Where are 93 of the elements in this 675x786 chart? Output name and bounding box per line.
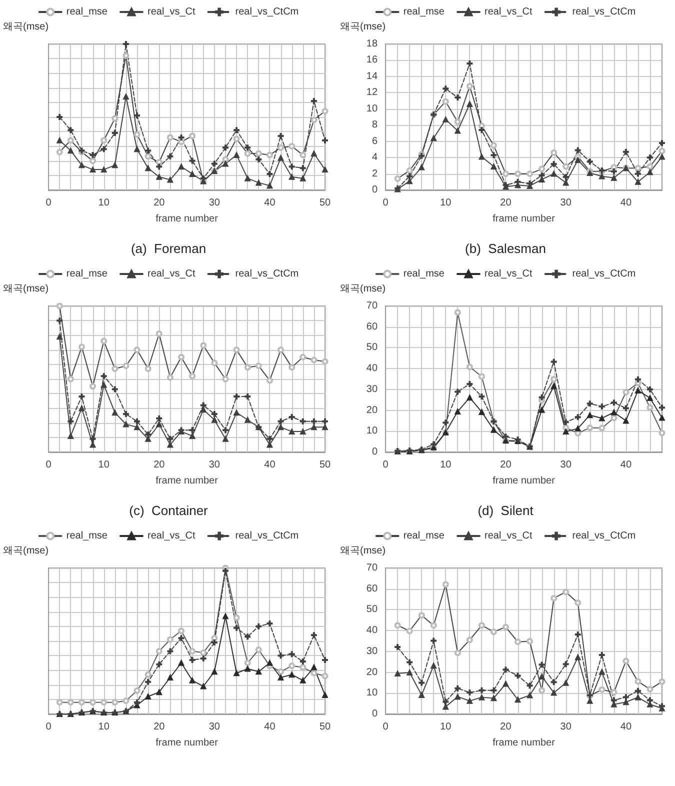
x-tick-label: 40 bbox=[264, 460, 276, 470]
x-tick-label: 10 bbox=[440, 198, 452, 208]
y-tick-label: 0 bbox=[372, 184, 378, 196]
y-tick-label: 60 bbox=[366, 583, 378, 594]
y-tick-label: 12 bbox=[366, 87, 378, 98]
y-tick-label: 50 bbox=[366, 604, 378, 616]
legend-label: real_mse bbox=[66, 268, 108, 280]
y-axis-title: 왜곡(mse) bbox=[2, 546, 49, 556]
x-axis-title: frame number bbox=[156, 214, 219, 224]
legend-label: real_vs_CtCm bbox=[235, 268, 299, 280]
x-tick-label: 20 bbox=[500, 722, 512, 732]
x-tick-label: 40 bbox=[264, 722, 276, 732]
y-tick-label: 0 bbox=[372, 446, 378, 458]
x-tick-label: 50 bbox=[319, 198, 331, 208]
y-tick-label: 8 bbox=[372, 120, 378, 131]
x-tick-label: 20 bbox=[154, 722, 166, 732]
legend-label: real_mse bbox=[403, 530, 445, 542]
x-tick-label: 40 bbox=[620, 460, 632, 470]
x-tick-label: 20 bbox=[154, 460, 166, 470]
y-axis-title: 왜곡(mse) bbox=[2, 22, 49, 32]
x-tick-label: 20 bbox=[500, 460, 512, 470]
y-tick-label: 40 bbox=[366, 363, 378, 374]
x-tick-label: 20 bbox=[500, 198, 512, 208]
x-tick-label: 0 bbox=[382, 198, 389, 208]
x-tick-label: 10 bbox=[98, 460, 110, 470]
x-tick-label: 10 bbox=[440, 460, 452, 470]
x-tick-label: 40 bbox=[620, 198, 632, 208]
x-tick-label: 10 bbox=[440, 722, 452, 732]
legend-label: real_vs_CtCm bbox=[235, 530, 299, 542]
y-tick-label: 0 bbox=[372, 708, 378, 720]
y-tick-label: 30 bbox=[366, 646, 378, 657]
y-tick-label: 70 bbox=[366, 562, 378, 574]
x-tick-label: 0 bbox=[46, 722, 52, 732]
y-axis-title: 왜곡(mse) bbox=[340, 22, 386, 32]
x-tick-label: 0 bbox=[46, 460, 52, 470]
y-axis-title: 왜곡(mse) bbox=[340, 546, 386, 556]
x-tick-label: 50 bbox=[319, 722, 331, 732]
y-tick-label: 70 bbox=[366, 300, 378, 312]
x-tick-label: 30 bbox=[560, 460, 572, 470]
x-axis-title: frame number bbox=[492, 214, 556, 224]
text: (d) Silent bbox=[478, 503, 534, 518]
x-tick-label: 30 bbox=[560, 722, 572, 732]
text: (b) Salesman bbox=[465, 241, 546, 256]
legend-label: real_mse bbox=[403, 6, 445, 18]
y-tick-label: 40 bbox=[366, 625, 378, 636]
y-tick-label: 4 bbox=[372, 152, 378, 164]
text: (c) Container bbox=[129, 503, 209, 518]
y-tick-label: 30 bbox=[366, 384, 378, 395]
y-tick-label: 16 bbox=[366, 54, 378, 66]
x-tick-label: 30 bbox=[208, 460, 220, 470]
y-axis-title: 왜곡(mse) bbox=[2, 284, 49, 294]
x-axis-title: frame number bbox=[156, 738, 219, 748]
legend-label: real_vs_CtCm bbox=[572, 6, 636, 18]
x-tick-label: 0 bbox=[382, 460, 389, 470]
y-tick-label: 50 bbox=[366, 342, 378, 354]
y-tick-label: 10 bbox=[366, 426, 378, 437]
legend-label: real_vs_CtCm bbox=[235, 6, 299, 18]
y-tick-label: 18 bbox=[366, 38, 378, 50]
x-tick-label: 20 bbox=[154, 198, 166, 208]
legend-label: real_mse bbox=[403, 268, 445, 280]
legend-label: real_vs_Ct bbox=[484, 6, 533, 18]
y-tick-label: 14 bbox=[366, 70, 378, 82]
x-tick-label: 30 bbox=[208, 722, 220, 732]
x-axis-title: frame number bbox=[492, 476, 556, 486]
legend-label: real_vs_CtCm bbox=[572, 268, 636, 280]
y-tick-label: 10 bbox=[366, 103, 378, 114]
x-tick-label: 30 bbox=[208, 198, 220, 208]
x-tick-label: 50 bbox=[319, 460, 331, 470]
legend-label: real_vs_Ct bbox=[147, 268, 196, 280]
x-tick-label: 30 bbox=[560, 198, 572, 208]
legend-label: real_mse bbox=[66, 530, 108, 542]
y-tick-label: 60 bbox=[366, 321, 378, 332]
legend-label: real_vs_Ct bbox=[484, 268, 533, 280]
y-tick-label: 20 bbox=[366, 404, 378, 416]
legend-label: real_mse bbox=[66, 6, 108, 18]
x-axis-title: frame number bbox=[492, 738, 556, 748]
y-tick-label: 2 bbox=[372, 168, 378, 180]
x-tick-label: 40 bbox=[620, 722, 632, 732]
y-tick-label: 6 bbox=[372, 136, 378, 147]
x-tick-label: 0 bbox=[46, 198, 52, 208]
x-tick-label: 10 bbox=[98, 198, 110, 208]
x-tick-label: 40 bbox=[264, 198, 276, 208]
y-tick-label: 10 bbox=[366, 688, 378, 699]
legend-label: real_vs_Ct bbox=[147, 6, 196, 18]
text: (a) Foreman bbox=[130, 241, 206, 256]
y-axis-title: 왜곡(mse) bbox=[340, 284, 386, 294]
y-tick-label: 20 bbox=[366, 666, 378, 678]
legend-label: real_vs_CtCm bbox=[572, 530, 636, 542]
x-tick-label: 0 bbox=[382, 722, 389, 732]
x-axis-title: frame number bbox=[156, 476, 219, 486]
legend-label: real_vs_Ct bbox=[147, 530, 196, 542]
x-tick-label: 10 bbox=[98, 722, 110, 732]
legend-label: real_vs_Ct bbox=[484, 530, 533, 542]
